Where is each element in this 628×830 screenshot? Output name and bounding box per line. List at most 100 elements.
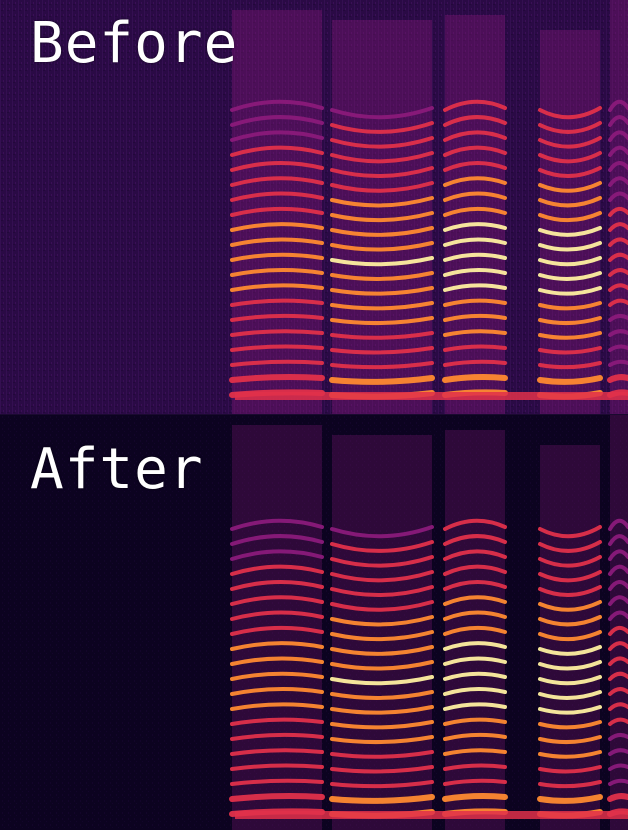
harmonic-band bbox=[330, 256, 434, 267]
harmonic-band bbox=[608, 176, 628, 187]
harmonic-band bbox=[330, 645, 434, 656]
harmonic-band bbox=[330, 600, 434, 612]
harmonic-band bbox=[330, 615, 434, 627]
harmonic-band bbox=[608, 580, 628, 591]
harmonic-band bbox=[230, 671, 324, 681]
harmonic-band bbox=[608, 329, 628, 337]
harmonic-band bbox=[330, 361, 434, 370]
harmonic-band bbox=[608, 359, 628, 367]
speech-blocks-after bbox=[229, 415, 628, 830]
harmonic-band bbox=[538, 615, 602, 627]
harmonic-band bbox=[330, 585, 434, 598]
fundamental-band bbox=[235, 811, 628, 819]
harmonic-band bbox=[538, 286, 602, 296]
harmonic-band bbox=[538, 301, 602, 311]
harmonic-band bbox=[230, 298, 324, 307]
harmonic-band bbox=[330, 121, 434, 134]
harmonic-band bbox=[230, 268, 324, 277]
segment-haze bbox=[332, 435, 432, 830]
harmonic-band bbox=[330, 346, 434, 355]
harmonic-band bbox=[538, 630, 602, 642]
harmonic-band bbox=[330, 555, 434, 568]
harmonic-band bbox=[330, 211, 434, 223]
harmonic-band bbox=[538, 331, 602, 340]
harmonic-band bbox=[608, 687, 628, 696]
harmonic-band bbox=[608, 518, 628, 531]
harmonic-band bbox=[230, 99, 324, 112]
harmonic-band bbox=[330, 166, 434, 179]
harmonic-band bbox=[538, 600, 602, 612]
harmonic-band bbox=[538, 660, 602, 671]
harmonic-band bbox=[443, 656, 507, 666]
harmonic-band bbox=[230, 625, 324, 636]
harmonic-band bbox=[538, 256, 602, 267]
harmonic-band bbox=[443, 595, 507, 606]
harmonic-band bbox=[538, 166, 602, 179]
segment-haze bbox=[540, 30, 600, 415]
harmonic-band bbox=[230, 610, 324, 621]
harmonic-band bbox=[329, 794, 435, 804]
harmonic-band bbox=[230, 237, 324, 247]
harmonic-band bbox=[608, 564, 628, 576]
harmonic-band bbox=[330, 690, 434, 700]
harmonic-band bbox=[608, 656, 628, 666]
harmonic-band bbox=[538, 196, 602, 208]
harmonic-band bbox=[230, 161, 324, 172]
harmonic-band bbox=[608, 702, 628, 711]
spectrogram-after: After bbox=[0, 415, 628, 830]
harmonic-band bbox=[608, 732, 628, 741]
harmonic-band bbox=[230, 580, 324, 591]
harmonic-band bbox=[443, 641, 507, 651]
harmonic-band bbox=[230, 283, 324, 292]
harmonic-band bbox=[330, 286, 434, 296]
harmonic-band bbox=[230, 115, 324, 127]
harmonic-band bbox=[443, 283, 507, 292]
harmonic-band bbox=[538, 151, 602, 164]
harmonic-band bbox=[443, 191, 507, 202]
harmonic-band bbox=[608, 252, 628, 262]
harmonic-band bbox=[330, 540, 434, 553]
harmonic-band bbox=[443, 145, 507, 157]
harmonic-band bbox=[538, 585, 602, 598]
harmonic-band bbox=[537, 794, 603, 804]
harmonic-band bbox=[330, 151, 434, 164]
harmonic-band bbox=[230, 344, 324, 352]
harmonic-band bbox=[330, 675, 434, 686]
harmonic-band bbox=[443, 298, 507, 307]
harmonic-band bbox=[608, 344, 628, 352]
harmonic-band bbox=[608, 610, 628, 621]
harmonic-band bbox=[538, 750, 602, 759]
harmonic-band bbox=[230, 564, 324, 576]
harmonic-band bbox=[330, 525, 434, 539]
harmonic-band bbox=[230, 206, 324, 217]
harmonic-band bbox=[330, 570, 434, 583]
harmonic-band bbox=[443, 717, 507, 726]
harmonic-band bbox=[230, 313, 324, 322]
harmonic-band bbox=[608, 717, 628, 726]
harmonic-band bbox=[538, 705, 602, 715]
harmonic-band bbox=[443, 130, 507, 142]
harmonic-band bbox=[608, 778, 628, 786]
harmonic-band bbox=[330, 271, 434, 281]
harmonic-band bbox=[443, 176, 507, 187]
harmonic-band bbox=[230, 687, 324, 696]
harmonic-band bbox=[443, 625, 507, 636]
harmonic-band bbox=[607, 793, 628, 802]
harmonic-band bbox=[330, 316, 434, 326]
harmonic-band bbox=[608, 237, 628, 247]
harmonic-band bbox=[442, 374, 508, 383]
spectrogram-after-image bbox=[0, 415, 628, 830]
harmonic-band bbox=[230, 518, 324, 531]
harmonic-band bbox=[230, 222, 324, 232]
harmonic-band bbox=[230, 359, 324, 367]
harmonic-band bbox=[330, 780, 434, 789]
harmonic-band bbox=[230, 145, 324, 157]
harmonic-band bbox=[230, 778, 324, 786]
harmonic-band bbox=[443, 564, 507, 576]
harmonic-band bbox=[330, 331, 434, 340]
harmonic-band bbox=[230, 130, 324, 142]
harmonic-band bbox=[608, 641, 628, 651]
harmonic-band bbox=[608, 115, 628, 127]
harmonic-band bbox=[443, 268, 507, 277]
harmonic-band bbox=[443, 549, 507, 561]
